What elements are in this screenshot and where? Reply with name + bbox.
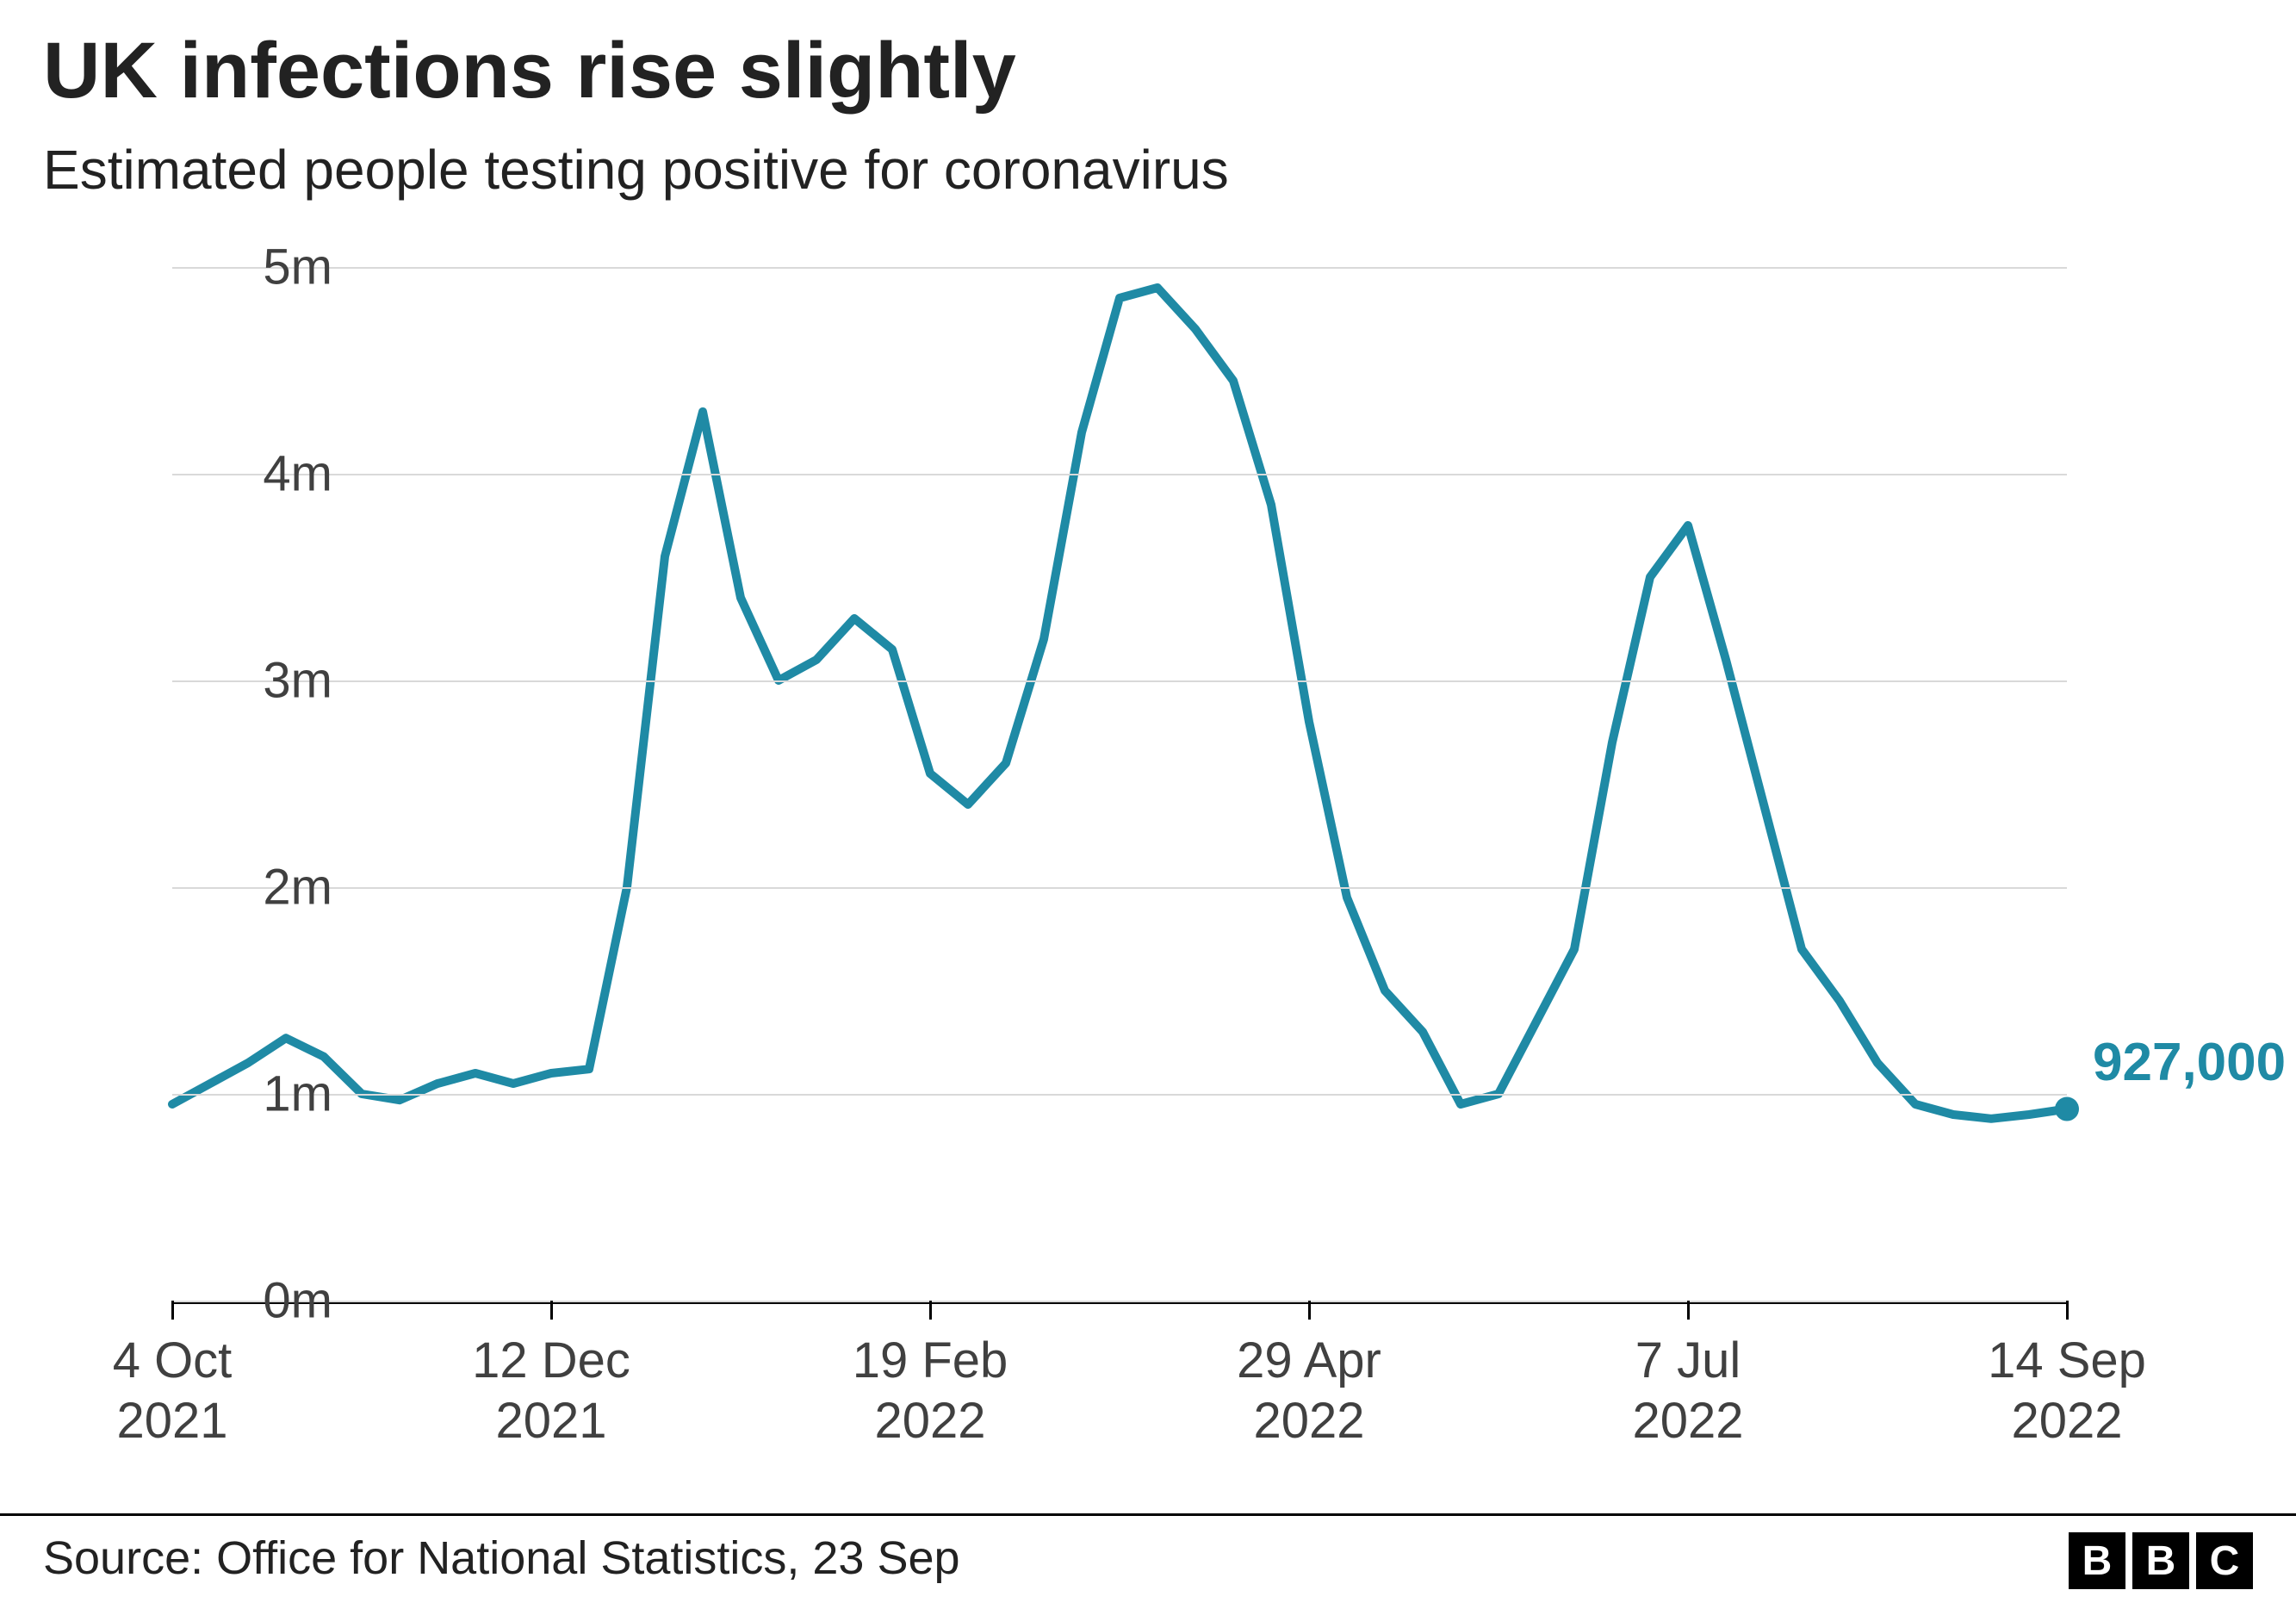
bbc-block-b2: B (2132, 1532, 2189, 1589)
source-text: Source: Office for National Statistics, … (43, 1531, 960, 1585)
x-axis-tick (1308, 1301, 1311, 1320)
chart-title: UK infections rise slightly (43, 26, 1016, 116)
x-axis-label: 19 Feb2022 (853, 1331, 1008, 1450)
x-axis-tick (2066, 1301, 2069, 1320)
infection-line (172, 288, 2067, 1119)
gridline (172, 1301, 2067, 1302)
x-axis-label: 12 Dec2021 (472, 1331, 630, 1450)
y-axis-label: 4m (263, 445, 332, 503)
y-axis-label: 1m (263, 1065, 332, 1123)
bbc-block-b1: B (2069, 1532, 2125, 1589)
x-axis-tick (550, 1301, 553, 1320)
plot-region (172, 267, 2067, 1301)
x-axis-tick (1687, 1301, 1690, 1320)
x-axis-label: 4 Oct2021 (113, 1331, 233, 1450)
footer-divider (0, 1513, 2296, 1516)
x-axis-label: 14 Sep2022 (1988, 1331, 2146, 1450)
gridline (172, 1094, 2067, 1096)
x-axis-tick (171, 1301, 174, 1320)
y-axis-label: 0m (263, 1272, 332, 1330)
y-axis-label: 2m (263, 859, 332, 916)
y-axis-label: 3m (263, 652, 332, 710)
bbc-block-c: C (2196, 1532, 2253, 1589)
chart-subtitle: Estimated people testing positive for co… (43, 138, 1229, 202)
line-svg (172, 267, 2067, 1301)
chart-area: 0m1m2m3m4m5m4 Oct202112 Dec202119 Feb202… (43, 267, 2253, 1456)
bbc-logo: B B C (2069, 1532, 2253, 1589)
endpoint-label: 927,000 (2093, 1032, 2286, 1093)
x-axis-label: 29 Apr2022 (1237, 1331, 1381, 1450)
endpoint-marker (2055, 1097, 2079, 1121)
chart-container: UK infections rise slightly Estimated pe… (0, 0, 2296, 1615)
gridline (172, 267, 2067, 269)
gridline (172, 887, 2067, 889)
x-axis-label: 7 Jul2022 (1632, 1331, 1743, 1450)
gridline (172, 474, 2067, 475)
gridline (172, 680, 2067, 682)
y-axis-label: 5m (263, 239, 332, 296)
x-axis-tick (929, 1301, 932, 1320)
